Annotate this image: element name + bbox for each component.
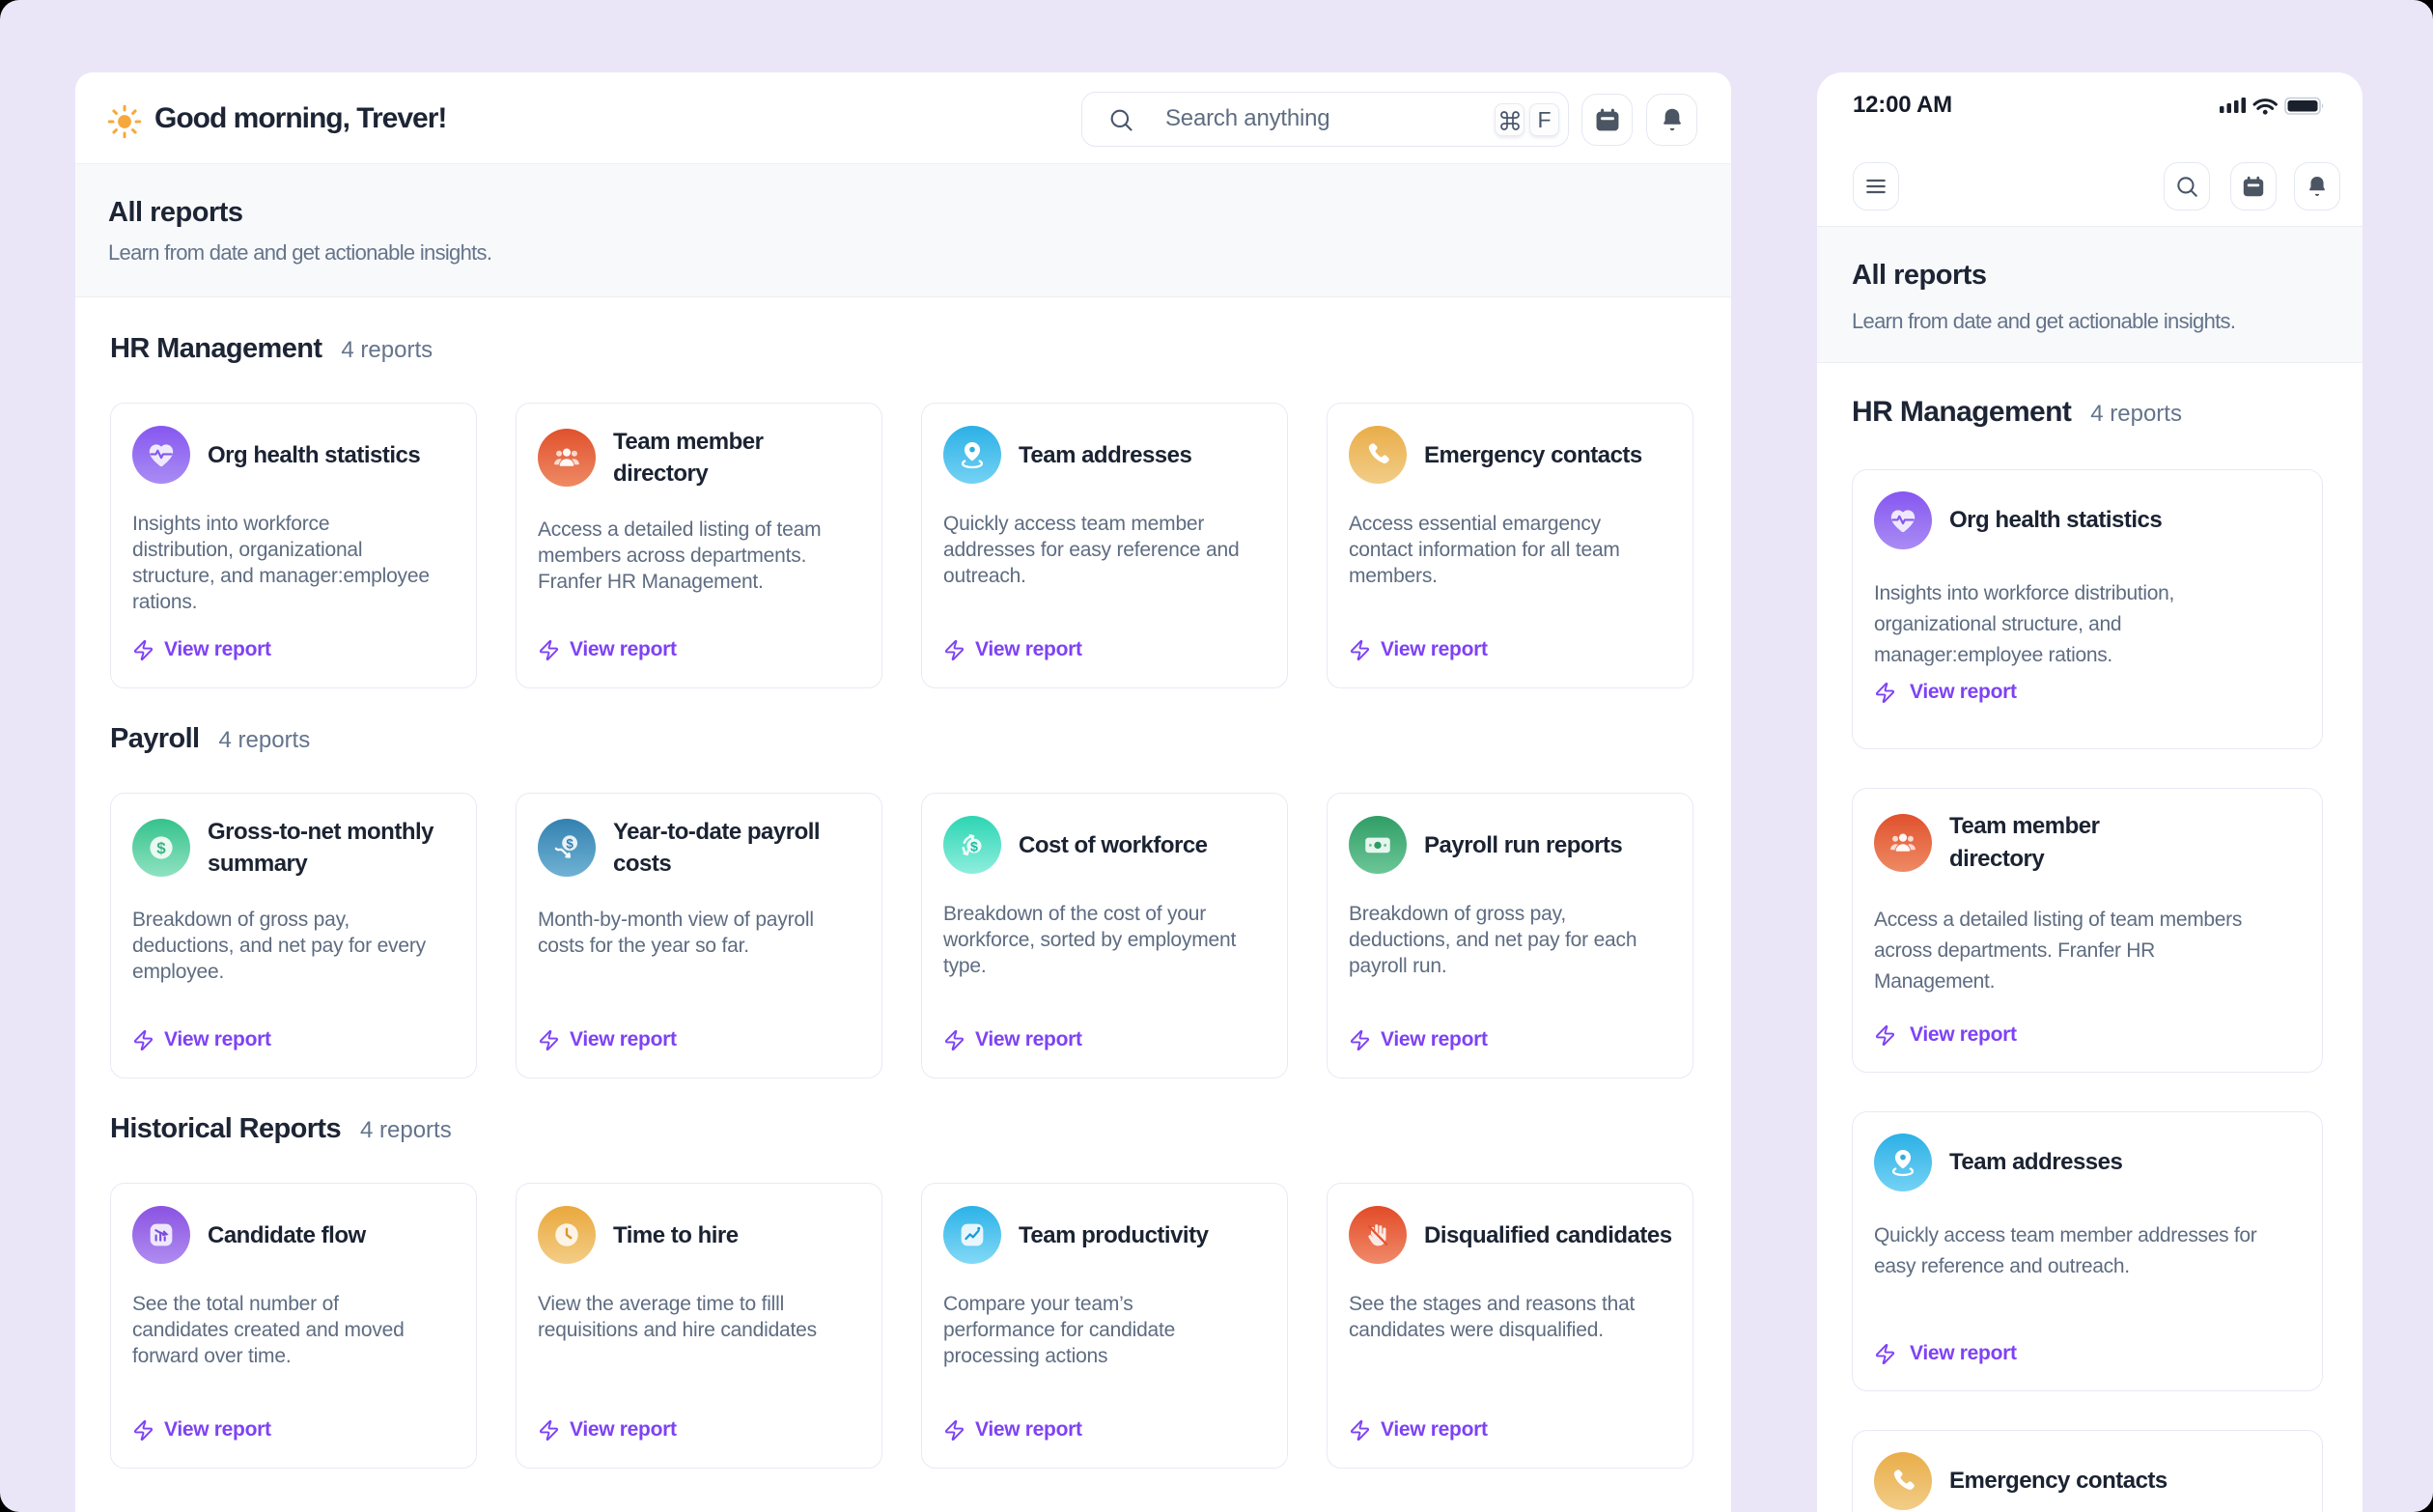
svg-text:$: $ — [970, 840, 978, 855]
svg-text:$: $ — [156, 839, 166, 857]
svg-text:$: $ — [566, 837, 573, 852]
